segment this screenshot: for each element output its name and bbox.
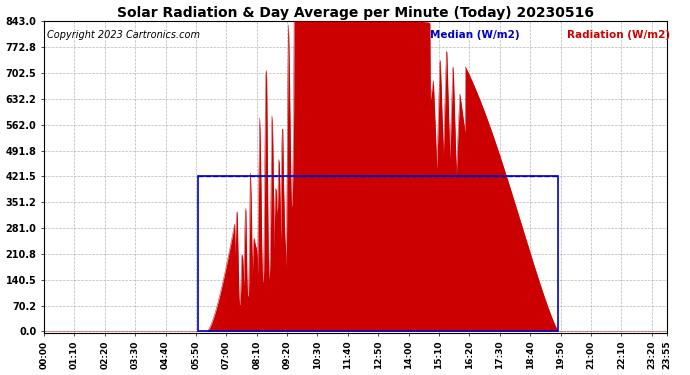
- Title: Solar Radiation & Day Average per Minute (Today) 20230516: Solar Radiation & Day Average per Minute…: [117, 6, 594, 20]
- Text: Radiation (W/m2): Radiation (W/m2): [567, 30, 671, 40]
- Text: Median (W/m2): Median (W/m2): [430, 30, 520, 40]
- Text: Copyright 2023 Cartronics.com: Copyright 2023 Cartronics.com: [47, 30, 200, 40]
- Bar: [198, 176, 558, 332]
